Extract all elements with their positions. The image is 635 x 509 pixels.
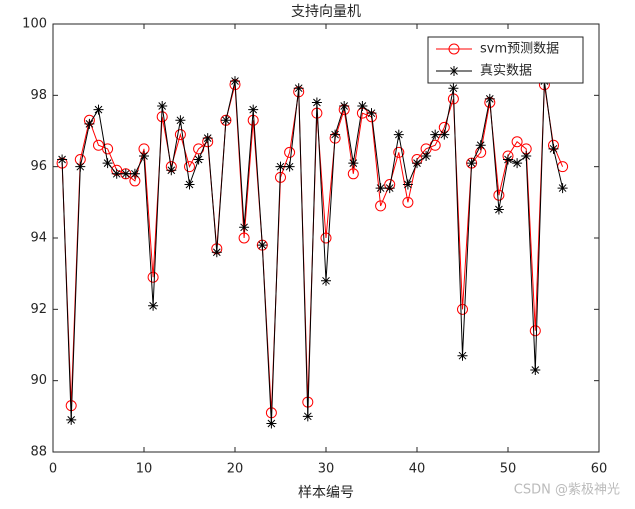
point bbox=[284, 146, 296, 158]
point bbox=[357, 101, 368, 112]
point bbox=[57, 154, 68, 165]
point bbox=[75, 161, 86, 172]
point bbox=[129, 168, 140, 179]
point bbox=[120, 168, 131, 179]
x-tick-label: 0 bbox=[49, 462, 57, 477]
point bbox=[111, 168, 122, 179]
point bbox=[102, 143, 114, 155]
x-tick-label: 40 bbox=[409, 462, 426, 477]
point bbox=[293, 83, 304, 94]
point bbox=[84, 118, 95, 129]
point bbox=[148, 300, 159, 311]
y-tick-label: 90 bbox=[30, 373, 47, 388]
point bbox=[402, 179, 413, 190]
legend-marker bbox=[448, 43, 460, 55]
point bbox=[166, 165, 177, 176]
point bbox=[230, 76, 240, 87]
point bbox=[257, 240, 268, 251]
point bbox=[175, 115, 186, 126]
point bbox=[284, 161, 295, 172]
point bbox=[347, 168, 359, 180]
point bbox=[147, 271, 159, 283]
point bbox=[393, 129, 404, 140]
legend-label: svm预测数据 bbox=[480, 42, 559, 57]
point bbox=[330, 129, 341, 140]
legend-label: 真实数据 bbox=[480, 64, 532, 79]
point bbox=[448, 83, 459, 94]
point bbox=[412, 158, 422, 169]
point bbox=[320, 232, 332, 244]
point bbox=[174, 129, 186, 141]
point bbox=[393, 146, 405, 158]
point bbox=[184, 179, 195, 190]
point bbox=[421, 150, 432, 161]
series-line bbox=[61, 80, 564, 424]
watermark: CSDN @紫极神光 bbox=[514, 483, 620, 498]
x-tick-label: 30 bbox=[318, 462, 335, 477]
point bbox=[466, 158, 477, 169]
point bbox=[321, 275, 331, 286]
x-tick-label: 60 bbox=[591, 462, 608, 477]
point bbox=[430, 129, 441, 140]
y-tick-label: 96 bbox=[30, 159, 47, 174]
point bbox=[66, 414, 77, 425]
point bbox=[311, 97, 322, 108]
point bbox=[475, 140, 486, 151]
point bbox=[184, 161, 195, 173]
point bbox=[493, 189, 505, 201]
point bbox=[348, 158, 359, 169]
point bbox=[238, 232, 250, 244]
point bbox=[503, 154, 513, 165]
point bbox=[484, 93, 495, 104]
y-tick-label: 100 bbox=[22, 17, 47, 32]
point bbox=[512, 158, 523, 169]
legend-marker bbox=[449, 66, 459, 76]
point bbox=[457, 350, 468, 361]
point bbox=[548, 143, 559, 154]
point bbox=[457, 303, 468, 315]
point bbox=[202, 133, 213, 144]
point bbox=[93, 104, 104, 115]
y-tick-label: 98 bbox=[30, 88, 47, 103]
point bbox=[339, 101, 350, 112]
point bbox=[530, 364, 541, 375]
point bbox=[375, 183, 386, 194]
point bbox=[402, 196, 414, 208]
point bbox=[220, 115, 231, 126]
point bbox=[493, 204, 504, 215]
x-axis-label: 样本编号 bbox=[298, 485, 354, 501]
point bbox=[375, 200, 387, 212]
point bbox=[266, 418, 277, 429]
point bbox=[157, 101, 168, 112]
point bbox=[557, 183, 568, 194]
point bbox=[439, 129, 450, 140]
point bbox=[102, 158, 113, 169]
x-tick-label: 20 bbox=[227, 462, 244, 477]
point bbox=[239, 222, 250, 233]
point bbox=[139, 150, 149, 161]
point bbox=[384, 183, 395, 194]
y-tick-label: 94 bbox=[30, 231, 47, 246]
point bbox=[211, 247, 222, 258]
point bbox=[275, 161, 286, 172]
point bbox=[193, 154, 204, 165]
y-tick-label: 88 bbox=[30, 445, 47, 460]
point bbox=[366, 108, 377, 119]
x-tick-label: 10 bbox=[136, 462, 153, 477]
point bbox=[248, 104, 259, 115]
x-tick-label: 50 bbox=[500, 462, 517, 477]
point bbox=[521, 150, 532, 161]
point bbox=[511, 136, 523, 148]
chart-title: 支持向量机 bbox=[291, 4, 361, 20]
point bbox=[529, 325, 541, 337]
point bbox=[302, 411, 313, 422]
y-tick-label: 92 bbox=[30, 302, 47, 317]
